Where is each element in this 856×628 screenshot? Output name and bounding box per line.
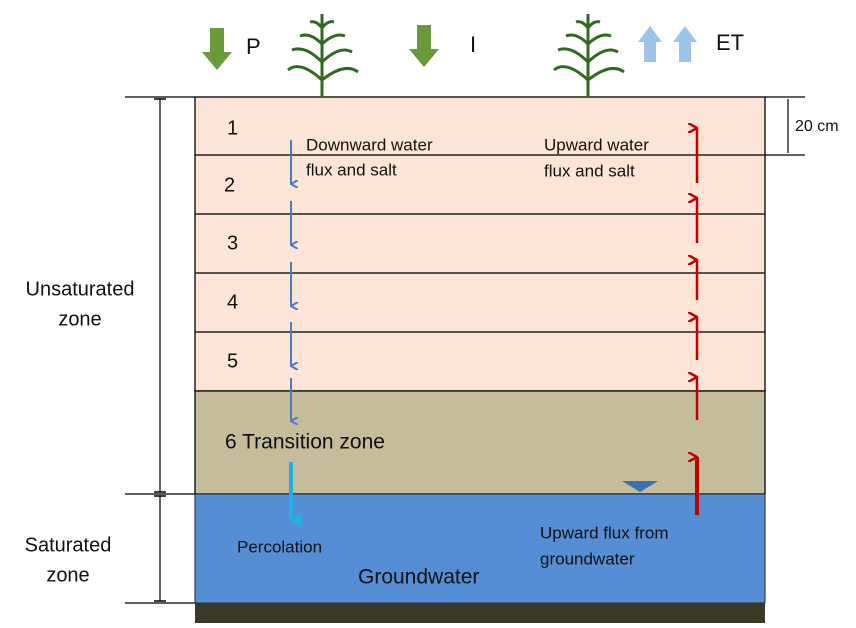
layer-label: 4: [227, 291, 238, 313]
zone-label: Unsaturated: [26, 278, 135, 300]
annotation: flux and salt: [306, 160, 397, 179]
annotation: Upward water: [544, 135, 649, 154]
flux-arrows: [289, 128, 699, 527]
labels: P I ET 1 2 3 4 5 6 Transition zone Groun…: [25, 30, 839, 589]
zone-label: zone: [58, 308, 101, 330]
annotation: Percolation: [237, 537, 322, 556]
annotation: Upward flux from: [540, 523, 668, 542]
zone-label: Saturated: [25, 534, 112, 556]
annotation: flux and salt: [544, 161, 635, 180]
layer-label: 1: [227, 117, 238, 139]
label-et: ET: [716, 30, 744, 55]
annotation: Downward water: [306, 135, 433, 154]
zone-label: zone: [46, 564, 89, 586]
label-i: I: [470, 32, 476, 57]
surface-arrows: [202, 25, 697, 70]
transition-label: 6 Transition zone: [225, 431, 385, 454]
layer-label: 2: [224, 174, 235, 196]
layer-label: 3: [227, 232, 238, 254]
thickness-label: 20 cm: [795, 118, 839, 135]
groundwater-label: Groundwater: [358, 566, 479, 589]
annotation: groundwater: [540, 549, 635, 568]
layer-label: 5: [227, 350, 238, 372]
label-p: P: [246, 34, 261, 59]
dimension-lines: [125, 96, 805, 604]
plants: [287, 14, 625, 97]
